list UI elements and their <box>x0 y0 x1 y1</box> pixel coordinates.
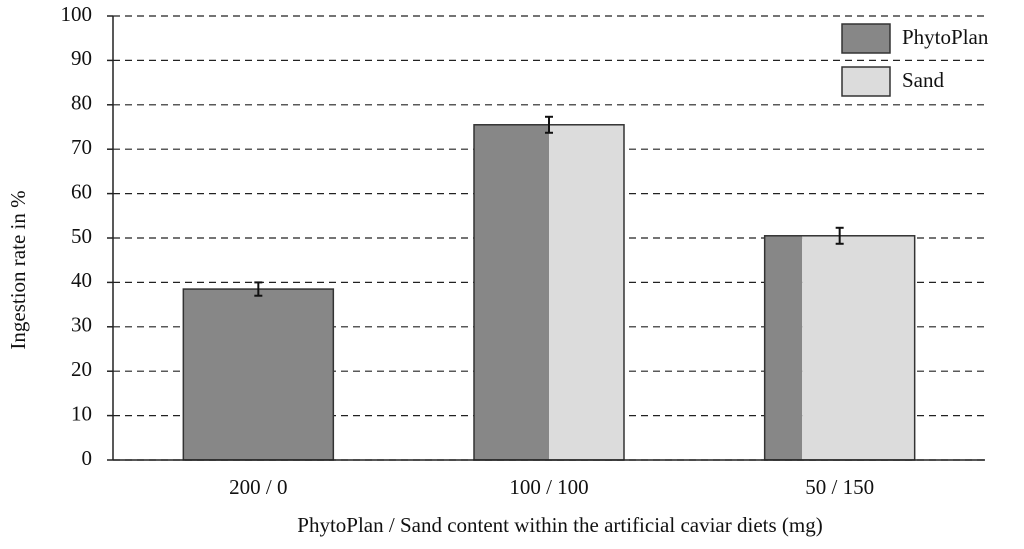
x-tick-label: 200 / 0 <box>229 475 287 499</box>
y-tick-label: 30 <box>71 313 92 337</box>
y-tick-label: 0 <box>82 446 93 470</box>
y-tick-label: 20 <box>71 357 92 381</box>
y-tick-label: 100 <box>61 2 93 26</box>
bar-segment <box>549 124 624 460</box>
y-tick-label: 90 <box>71 46 92 70</box>
x-tick-label: 100 / 100 <box>509 475 588 499</box>
legend-label: PhytoPlan <box>902 25 989 49</box>
legend-swatch <box>841 23 891 54</box>
bar-segment <box>802 235 915 460</box>
x-tick-label: 50 / 150 <box>805 475 874 499</box>
y-tick-label: 80 <box>71 91 92 115</box>
bar-segment <box>183 289 334 460</box>
y-tick-label: 60 <box>71 179 92 203</box>
legend-label: Sand <box>902 68 945 92</box>
y-tick-label: 10 <box>71 401 92 425</box>
y-axis-title: Ingestion rate in % <box>6 190 30 349</box>
x-axis-title: PhytoPlan / Sand content within the arti… <box>297 513 822 537</box>
bar-segment <box>764 235 803 460</box>
bar-segment <box>474 124 549 460</box>
y-tick-label: 40 <box>71 268 92 292</box>
y-tick-label: 50 <box>71 224 92 248</box>
y-tick-label: 70 <box>71 135 92 159</box>
legend-swatch <box>841 66 891 97</box>
